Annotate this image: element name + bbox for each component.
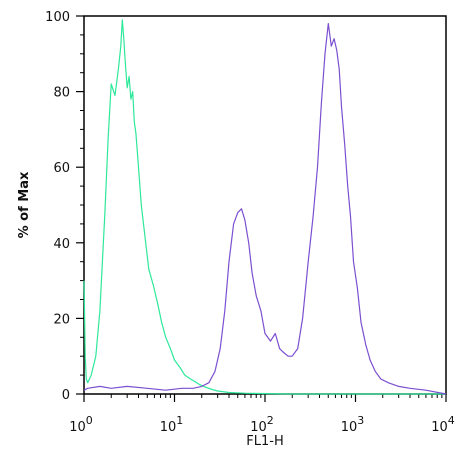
y-axis-label: % of Max	[17, 171, 32, 238]
y-tick-label: 0	[62, 388, 70, 403]
y-tick-label: 60	[53, 161, 70, 176]
y-tick-label: 40	[53, 237, 70, 252]
y-tick-label: 20	[53, 312, 70, 327]
x-tick-label: 101	[160, 414, 184, 435]
x-tick-label: 103	[341, 414, 365, 435]
series-line-1	[83, 19, 446, 395]
y-axis-ticks: 0 20 40 60 80 100	[45, 10, 84, 403]
x-tick-label: 102	[250, 414, 274, 435]
series-line-2	[83, 23, 447, 395]
x-tick-label: 100	[69, 414, 93, 435]
series-group	[83, 19, 447, 395]
x-tick-label: 104	[431, 414, 455, 435]
y-tick-label: 80	[53, 86, 70, 101]
plot-frame	[83, 15, 447, 395]
x-axis-ticks: 100 101 102 103 104	[69, 394, 455, 435]
y-tick-label: 100	[45, 10, 70, 25]
x-axis-label: FL1-H	[246, 434, 283, 449]
